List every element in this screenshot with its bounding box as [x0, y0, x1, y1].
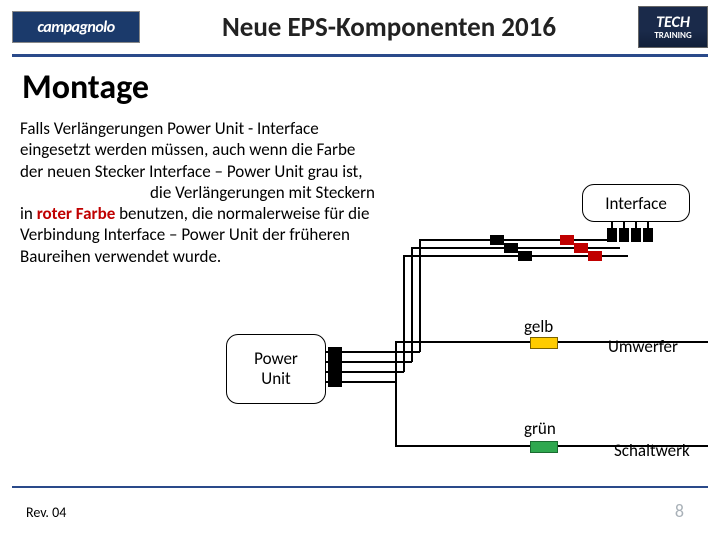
body-line: der neuen Stecker Interface – Power Unit… — [20, 161, 363, 182]
connector-plug — [328, 377, 342, 387]
connector-v — [643, 228, 653, 242]
header-divider — [12, 54, 708, 57]
connector-plug — [328, 357, 342, 367]
connector-plug — [328, 347, 342, 357]
logo-right-line2: TRAINING — [654, 31, 691, 40]
connector-red — [588, 251, 602, 261]
body-line: Baureihen verwendet wurde. — [20, 246, 221, 267]
label-gelb: gelb — [524, 316, 553, 337]
connector-red — [560, 235, 574, 245]
connector-yellow — [530, 337, 558, 349]
node-power-unit-l2: Unit — [261, 369, 290, 389]
connector-green — [530, 441, 558, 453]
body-line: in — [20, 203, 37, 224]
logo-right-line1: TECH — [656, 15, 690, 31]
footer-divider — [12, 486, 708, 488]
node-power-unit: Power Unit — [226, 334, 326, 404]
body-line: benutzen, die normalerweise für die — [115, 203, 369, 224]
brand-logo-right: TECH TRAINING — [638, 6, 708, 48]
body-line: Falls Verlängerungen Power Unit - Interf… — [20, 118, 319, 139]
page-title: Neue EPS-Komponenten 2016 — [154, 11, 624, 44]
connector-plug — [328, 367, 342, 377]
body-line: eingesetzt werden müssen, auch wenn die … — [20, 139, 355, 160]
connector-v — [619, 228, 629, 242]
connector-plug — [504, 243, 518, 253]
connector-plug — [490, 235, 504, 245]
label-umwerfer: Umwerfer — [608, 336, 678, 357]
body-paragraph: Falls Verlängerungen Power Unit - Interf… — [0, 118, 440, 267]
connector-plug — [518, 251, 532, 261]
connector-red — [574, 243, 588, 253]
section-heading: Montage — [0, 65, 720, 118]
body-line: Verbindung Interface – Power Unit der fr… — [20, 224, 350, 245]
body-line: die Verlängerungen mit Steckern — [150, 182, 375, 203]
connector-v — [631, 228, 641, 242]
node-interface: Interface — [582, 184, 690, 222]
label-schaltwerk: Schaltwerk — [614, 440, 690, 461]
revision-label: Rev. 04 — [26, 504, 66, 521]
node-power-unit-l1: Power — [254, 349, 298, 369]
connector-v — [607, 228, 617, 242]
brand-logo-left: campagnolo — [12, 11, 140, 43]
body-line-red: roter Farbe — [37, 203, 116, 224]
page-number: 8 — [675, 500, 684, 522]
label-gruen: grün — [524, 418, 556, 439]
